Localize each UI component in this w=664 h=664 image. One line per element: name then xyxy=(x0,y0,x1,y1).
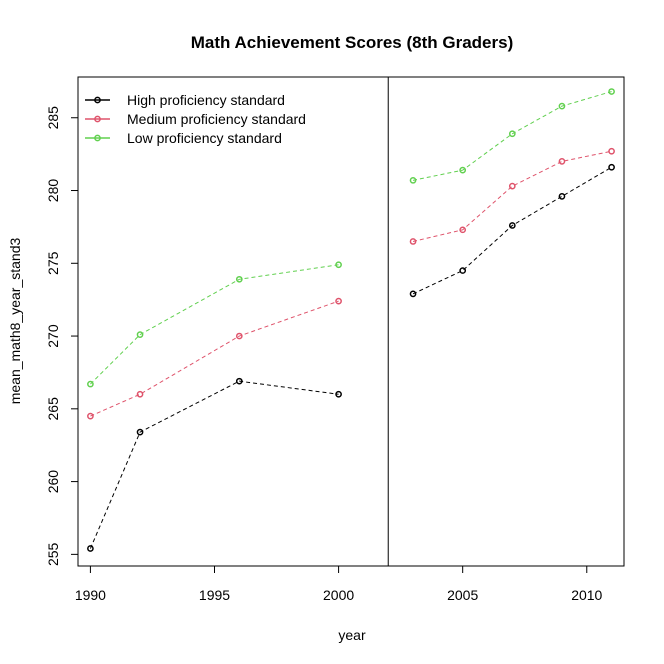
data-point xyxy=(459,166,467,174)
data-point xyxy=(459,226,467,234)
x-axis: 1990 1995 2000 2005 2010 xyxy=(75,565,603,603)
data-point xyxy=(136,390,144,398)
data-point xyxy=(87,380,94,388)
data-point xyxy=(558,158,566,165)
y-tick-label: 280 xyxy=(45,179,61,203)
data-point xyxy=(459,267,467,274)
series-line-3-segment-1 xyxy=(90,264,339,385)
data-point xyxy=(608,147,615,155)
x-tick-label: 2005 xyxy=(447,587,478,603)
data-point xyxy=(335,261,342,269)
chart-title: Math Achievement Scores (8th Graders) xyxy=(191,33,513,52)
series-layer xyxy=(87,88,615,552)
legend-label: Medium proficiency standard xyxy=(127,111,306,127)
data-point xyxy=(235,275,243,283)
x-tick-label: 2000 xyxy=(323,587,354,603)
data-point xyxy=(235,332,243,340)
x-axis-label: year xyxy=(338,627,366,643)
x-tick-label: 1990 xyxy=(75,587,106,603)
data-point xyxy=(508,182,516,190)
data-point xyxy=(508,222,516,229)
y-tick-label: 270 xyxy=(45,324,61,348)
data-point xyxy=(87,412,94,420)
data-point xyxy=(409,290,417,298)
legend-swatch-marker xyxy=(94,115,101,123)
data-point xyxy=(235,377,243,385)
data-point xyxy=(558,192,566,200)
y-axis-label: mean_math8_year_stand3 xyxy=(7,238,23,405)
y-tick-label: 255 xyxy=(45,542,61,566)
data-point xyxy=(409,176,417,184)
y-tick-label: 260 xyxy=(45,470,61,494)
y-tick-label: 275 xyxy=(45,251,61,275)
series-line-3-segment-2 xyxy=(412,91,612,181)
x-tick-label: 1995 xyxy=(199,587,230,603)
data-point xyxy=(409,238,417,245)
plot-frame xyxy=(77,76,625,567)
y-axis: 255 260 265 270 275 280 285 xyxy=(45,106,79,566)
legend-label: Low proficiency standard xyxy=(127,130,282,146)
data-point xyxy=(335,390,342,398)
data-point xyxy=(508,130,516,138)
y-tick-label: 265 xyxy=(45,397,61,421)
y-tick-label: 285 xyxy=(45,106,61,130)
data-point xyxy=(335,297,342,305)
data-point xyxy=(87,545,94,552)
data-point xyxy=(136,428,144,436)
data-point xyxy=(608,88,615,95)
legend-swatch-marker xyxy=(94,134,101,142)
data-point xyxy=(608,163,615,171)
data-point xyxy=(558,102,566,110)
series-line-1-segment-1 xyxy=(89,380,339,549)
x-tick-label: 2010 xyxy=(571,587,602,603)
series-line-2-segment-2 xyxy=(412,150,612,242)
legend-swatch-marker xyxy=(94,96,101,104)
series-line-2-segment-1 xyxy=(90,300,339,417)
data-point xyxy=(136,331,144,338)
series-line-1-segment-2 xyxy=(412,166,612,295)
legend-label: High proficiency standard xyxy=(127,92,285,108)
legend: High proficiency standard Medium proficie… xyxy=(85,92,306,146)
